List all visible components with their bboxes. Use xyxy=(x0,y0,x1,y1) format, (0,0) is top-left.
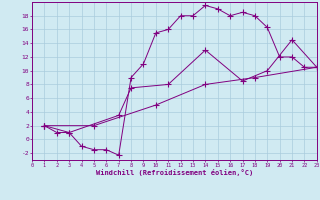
X-axis label: Windchill (Refroidissement éolien,°C): Windchill (Refroidissement éolien,°C) xyxy=(96,169,253,176)
